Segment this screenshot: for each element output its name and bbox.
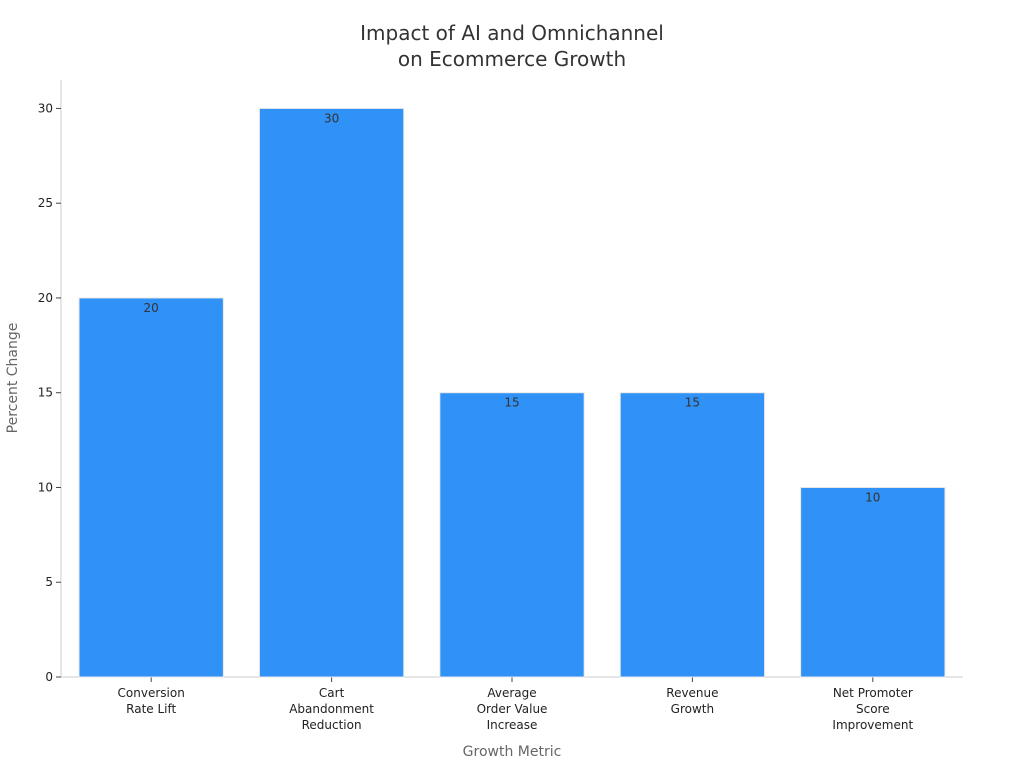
y-tick-label: 20	[38, 291, 53, 305]
y-tick-label: 10	[38, 480, 53, 494]
x-tick-label-line: Growth	[671, 702, 714, 716]
x-tick-label-line: Improvement	[832, 718, 913, 732]
x-tick-label-line: Cart	[319, 686, 345, 700]
x-tick-label-line: Rate Lift	[126, 702, 176, 716]
x-tick-label: Revenue Growth	[666, 686, 718, 716]
x-tick-label-line: Net Promoter	[833, 686, 913, 700]
x-tick-label: Average Order Value Increase	[477, 686, 548, 732]
x-tick-label-line: Increase	[487, 718, 538, 732]
bar-value-label: 15	[685, 396, 700, 410]
x-tick-labels: Conversion Rate Lift Cart Abandonment Reduct…	[118, 686, 914, 732]
bar	[78, 297, 224, 678]
y-tick-label: 30	[38, 101, 53, 115]
x-axis	[61, 676, 963, 682]
y-axis: 0 5 10 15 20 25 30	[38, 80, 62, 684]
bars	[78, 107, 946, 678]
x-tick-label: Conversion Rate Lift	[118, 686, 185, 716]
y-tick-label: 0	[45, 670, 53, 684]
bar	[800, 486, 946, 678]
x-tick-label-line: Abandonment	[289, 702, 374, 716]
x-tick-label-line: Average	[487, 686, 536, 700]
y-axis-title: Percent Change	[5, 323, 21, 434]
x-tick-label: Net Promoter Score Improvement	[832, 686, 913, 732]
bar	[258, 107, 405, 678]
bar-value-label: 15	[504, 396, 519, 410]
data-labels: 20 30 15 15 10	[144, 111, 881, 504]
chart-title-line-2: on Ecommerce Growth	[398, 47, 626, 71]
x-tick-label-line: Reduction	[302, 718, 362, 732]
y-tick-label: 5	[45, 575, 53, 589]
bar	[619, 392, 766, 678]
bar-value-label: 20	[144, 301, 159, 315]
bar-value-label: 10	[865, 490, 880, 504]
x-axis-title: Growth Metric	[463, 744, 562, 760]
bar-value-label: 30	[324, 111, 339, 125]
y-tick-label: 25	[38, 196, 53, 210]
x-tick-label-line: Conversion	[118, 686, 185, 700]
y-tick-label: 15	[38, 386, 53, 400]
x-tick-label: Cart Abandonment Reduction	[289, 686, 374, 732]
x-tick-label-line: Order Value	[477, 702, 548, 716]
bar	[439, 392, 585, 678]
x-tick-label-line: Revenue	[666, 686, 718, 700]
chart-title-line-1: Impact of AI and Omnichannel	[360, 21, 664, 45]
x-tick-label-line: Score	[856, 702, 890, 716]
